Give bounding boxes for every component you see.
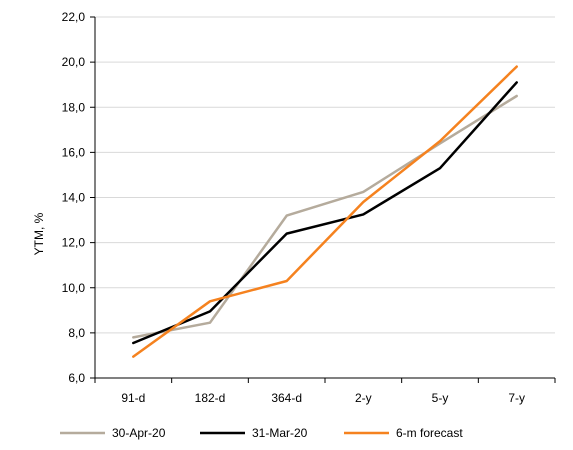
x-tick-label: 5-y (432, 391, 449, 405)
legend-label: 6-m forecast (396, 426, 463, 440)
gridlines (95, 16, 555, 334)
axis-labels: YTM, % (32, 212, 46, 255)
x-tick-label: 2-y (355, 391, 372, 405)
series-line (132, 94, 518, 339)
y-axis-title: YTM, % (32, 212, 46, 255)
y-tick-label: 22,0 (62, 10, 86, 24)
y-tick-label: 20,0 (62, 55, 86, 69)
axes: 6,0 8,0 10,0 12,0 14,0 16,0 18,0 20,0 22,0 91-d 18… (62, 10, 556, 405)
x-tick-label: 364-d (271, 391, 302, 405)
legend-label: 30-Apr-20 (112, 426, 166, 440)
y-tick-label: 16,0 (62, 145, 86, 159)
series-line (132, 65, 518, 358)
series-lines (132, 65, 518, 358)
series-line (132, 81, 518, 345)
y-tick-label: 18,0 (62, 100, 86, 114)
legend-label: 31-Mar-20 (252, 426, 308, 440)
y-tick-label: 10,0 (62, 281, 86, 295)
y-tick-label: 12,0 (62, 236, 86, 250)
x-tick-label: 91-d (121, 391, 145, 405)
x-tick-label: 182-d (195, 391, 226, 405)
legend: 30-Apr-20 31-Mar-20 6-m forecast (60, 426, 463, 440)
y-tick-label: 6,0 (68, 371, 85, 385)
y-tick-label: 8,0 (68, 326, 85, 340)
x-tick-label: 7-y (508, 391, 525, 405)
y-tick-label: 14,0 (62, 191, 86, 205)
